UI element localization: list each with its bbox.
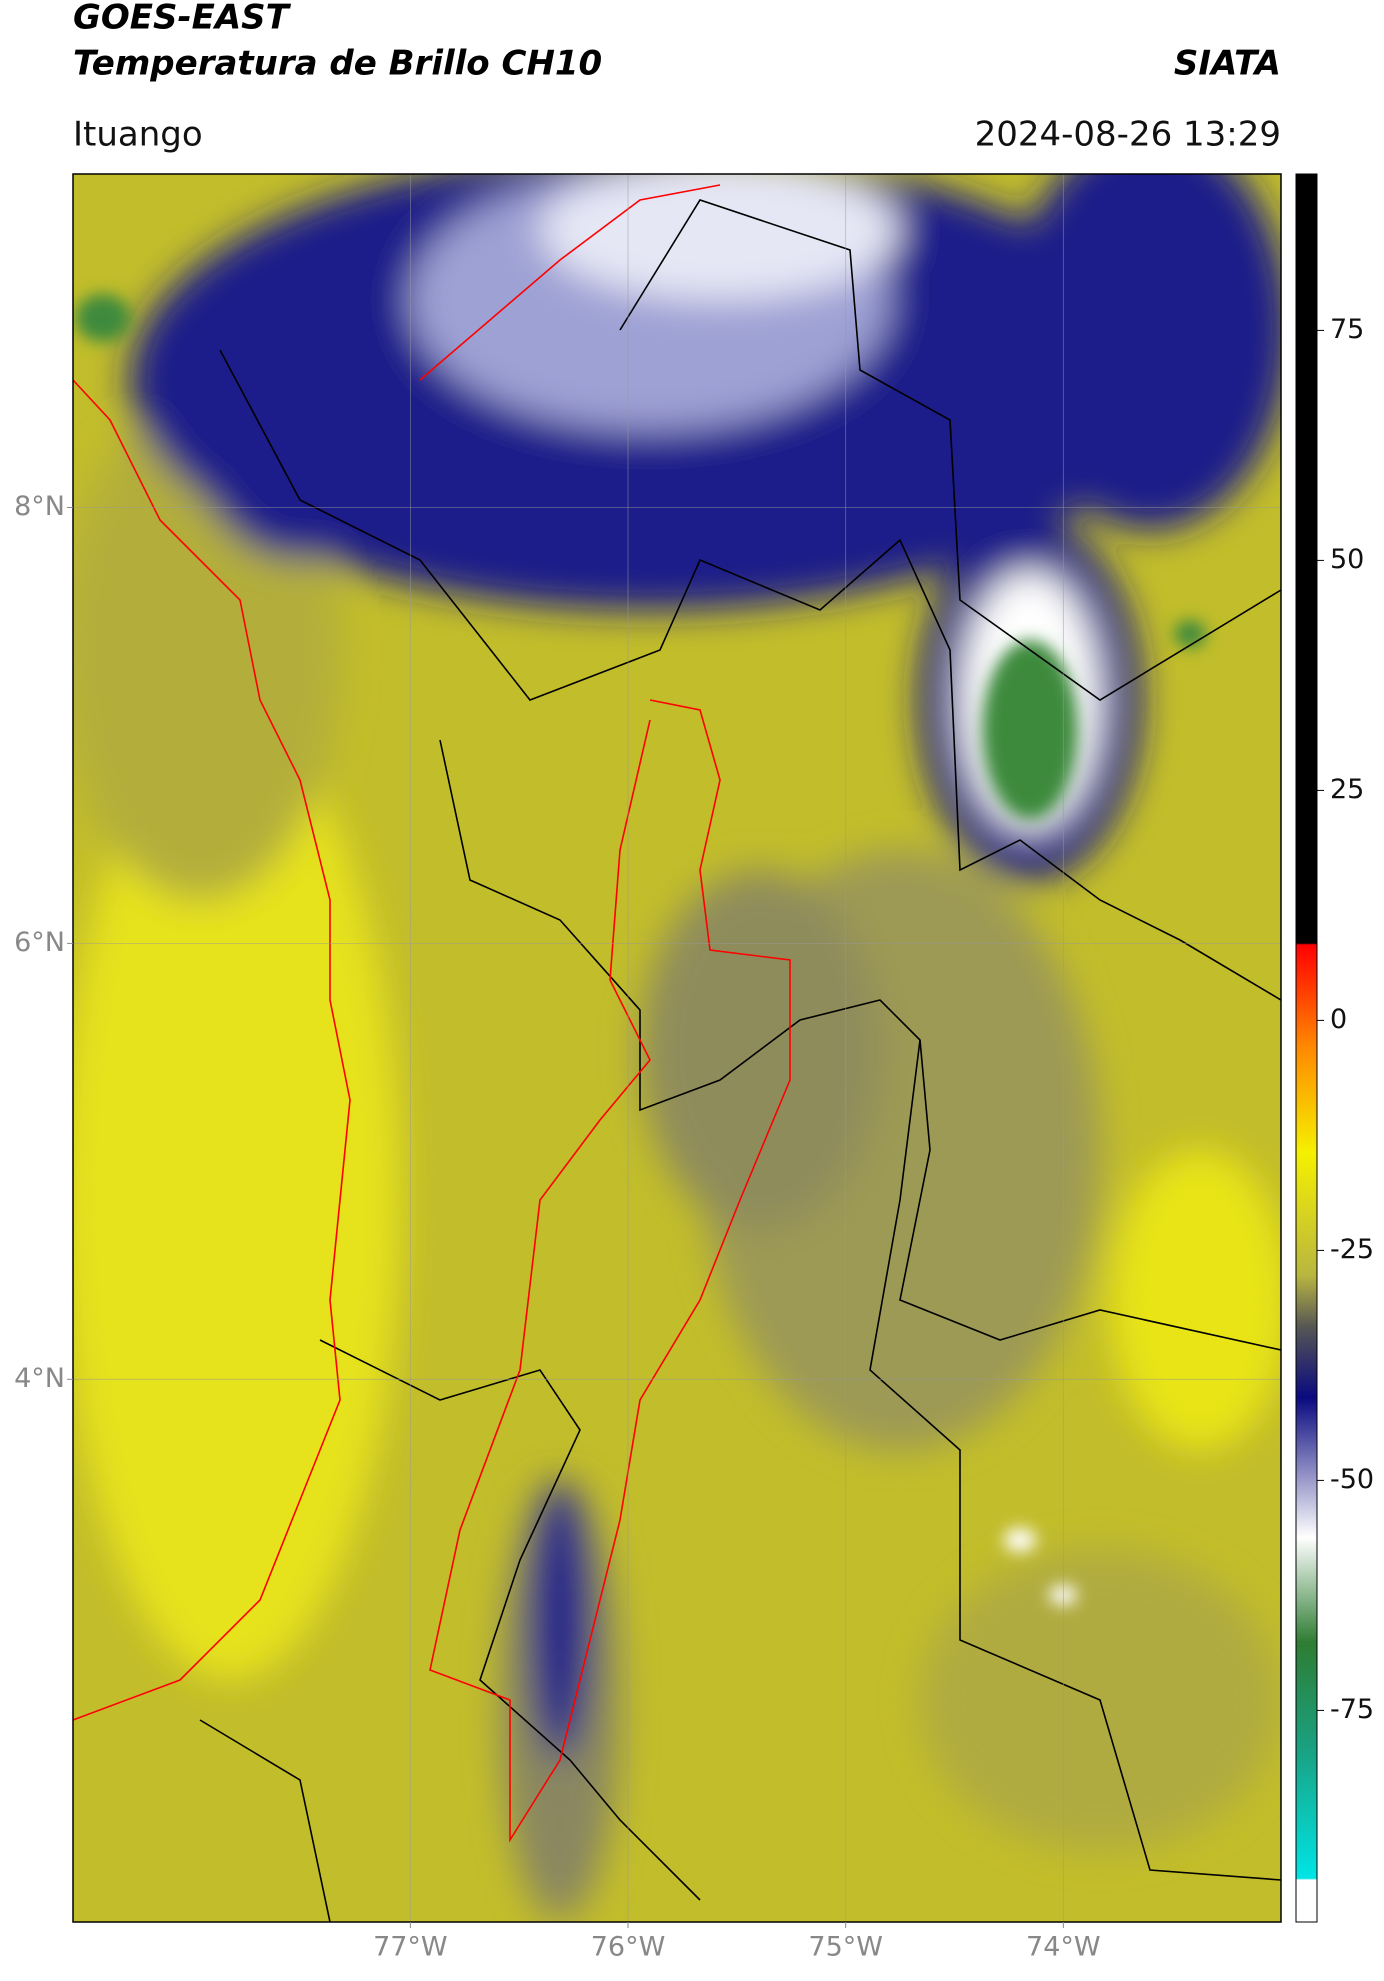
title: GOES-EAST <box>73 0 292 38</box>
satellite-image <box>73 174 1281 1922</box>
x-tick-label: 75°W <box>808 1932 883 1963</box>
x-tick-label: 76°W <box>591 1932 666 1963</box>
map-frame <box>72 173 1282 1923</box>
colorbar-tick-label: 25 <box>1330 774 1364 805</box>
colorbar-tick-label: 75 <box>1330 314 1364 345</box>
colorbar-tick-label: -50 <box>1330 1464 1374 1495</box>
colorbar-tick-label: 0 <box>1330 1004 1347 1035</box>
colorbar-tick-label: -75 <box>1330 1694 1374 1725</box>
x-tick-label: 74°W <box>1026 1932 1101 1963</box>
colorbar-tick-label: -25 <box>1330 1234 1374 1265</box>
y-tick-label: 6°N <box>14 927 65 958</box>
colorbar-tick-label: 50 <box>1330 544 1364 575</box>
title: Temperatura de Brillo CH10 <box>73 44 602 84</box>
x-tick-label: 77°W <box>373 1932 448 1963</box>
source: SIATA <box>1174 44 1281 84</box>
grid <box>73 174 1281 1922</box>
y-tick-label: 4°N <box>14 1363 65 1394</box>
y-tick-label: 8°N <box>14 491 65 522</box>
datetime: 2024-08-26 13:29 <box>975 115 1281 155</box>
colorbar <box>1295 173 1318 1923</box>
region: Ituango <box>73 115 203 155</box>
